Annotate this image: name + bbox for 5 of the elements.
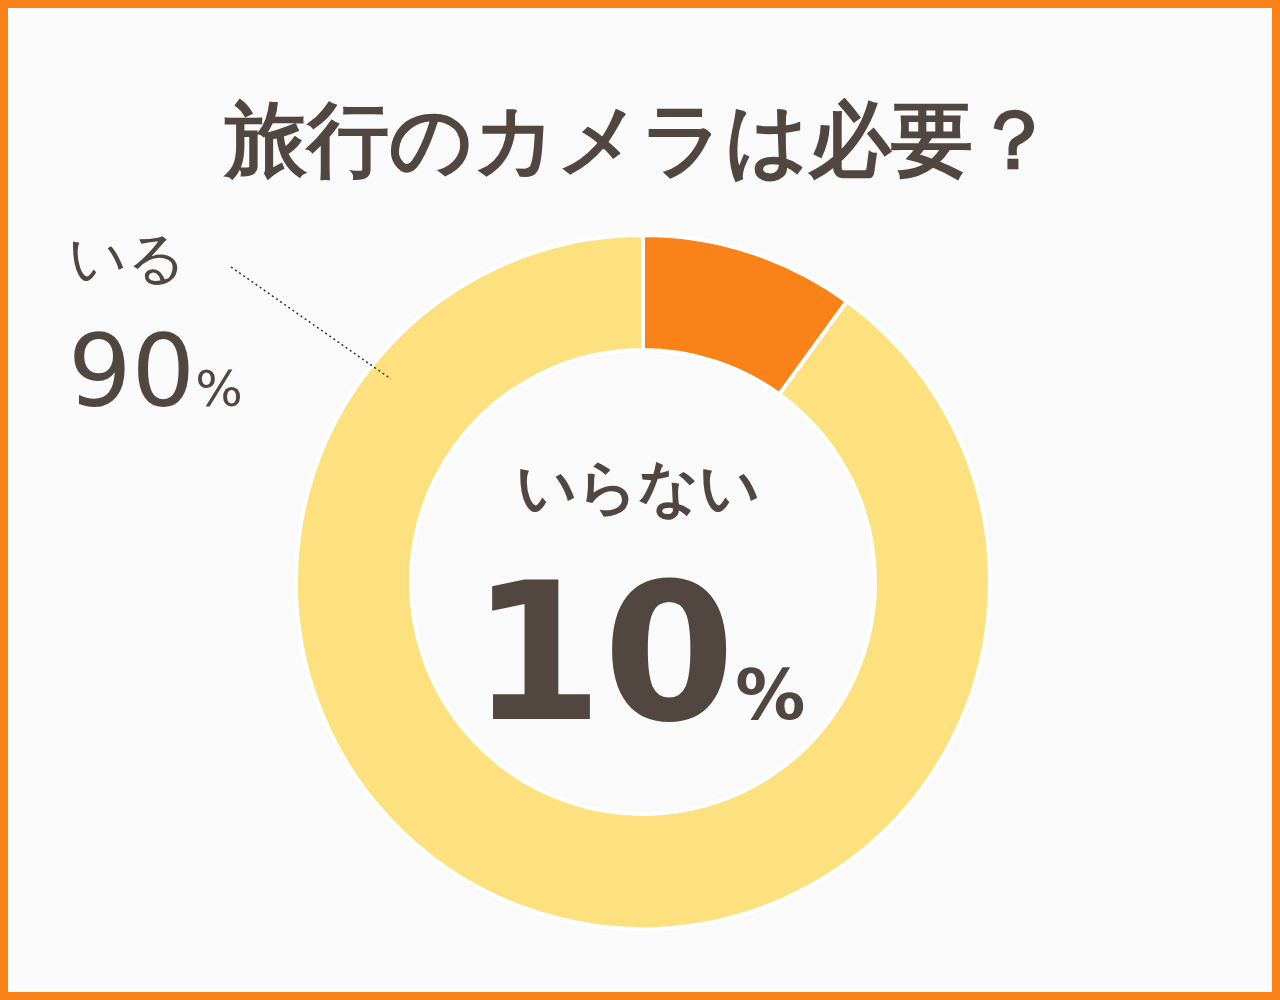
slice-label: いらない xyxy=(515,451,761,524)
data-label: 10% xyxy=(470,543,806,764)
data-label: 90% xyxy=(68,313,243,430)
slice-label: いる xyxy=(68,223,187,294)
chart-title: 旅行のカメラは必要？ xyxy=(222,91,1056,189)
